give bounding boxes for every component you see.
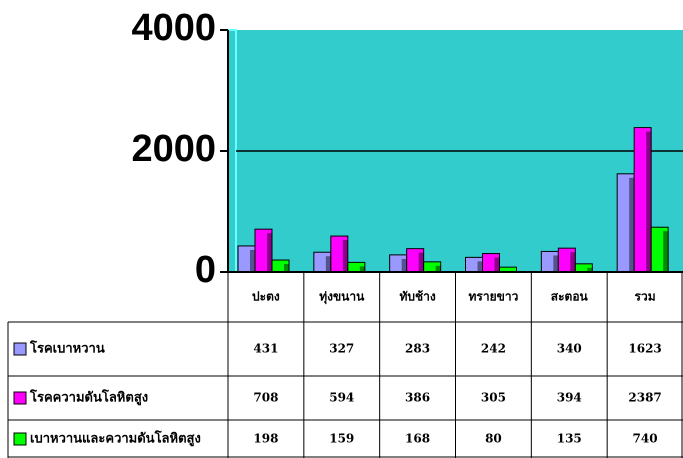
table-cell: 386 [405,391,430,405]
legend-swatch [13,391,27,405]
y-tick-label: 0 [195,249,216,291]
bar-side [325,256,331,272]
x-tick-label: ทับช้าง [399,290,435,304]
x-tick-label: ทุ่งขนาน [319,290,365,305]
table-cell: 305 [481,391,506,405]
table-cell: 242 [481,342,506,356]
x-tick-label: ปะตง [252,290,280,304]
table-cell: 394 [557,391,582,405]
table-cell: 80 [485,432,502,446]
table-cell: 340 [557,342,582,356]
bar-side [587,267,593,272]
legend-swatch [13,432,27,446]
table-cell: 327 [329,342,354,356]
bar-side [401,258,407,272]
bar-side [629,177,635,272]
bar-side [418,252,424,272]
x-tick-label: สะตอน [551,290,589,304]
legend-swatch [13,342,27,356]
bar-side [570,252,576,272]
table-cell: 168 [405,432,430,446]
table-cell: 159 [329,432,354,446]
bar-side [494,257,500,272]
bar-side [477,261,483,272]
legend-label: โรคความดันโลหิตสูง [29,389,148,406]
x-tick-label: ทรายขาว [469,290,519,304]
bar-side [435,265,441,272]
table-cell: 283 [405,342,430,356]
y-tick-label: 4000 [131,7,216,49]
bar-side [284,264,289,272]
table-cell: 594 [329,391,354,405]
bar-side [359,266,365,272]
table-cell: 135 [557,432,582,446]
table-cell: 198 [253,432,278,446]
x-tick-label: รวม [635,290,656,304]
bar-side [267,233,272,272]
table-cell: 740 [633,432,658,446]
table-cell: 1623 [628,342,661,356]
y-tick-label: 2000 [131,128,216,170]
legend-label: เบาหวานและความดันโลหิตสูง [30,430,201,447]
table-cell: 708 [253,391,278,405]
side-wall [227,29,237,273]
bar-side [553,255,559,272]
table-cell: 431 [253,342,278,356]
bar-side [250,249,255,272]
bar-side [646,131,652,272]
bar-side [663,231,669,272]
table-cell: 2387 [628,391,661,405]
bar-side [342,240,348,272]
legend-label: โรคเบาหวาน [29,340,105,357]
